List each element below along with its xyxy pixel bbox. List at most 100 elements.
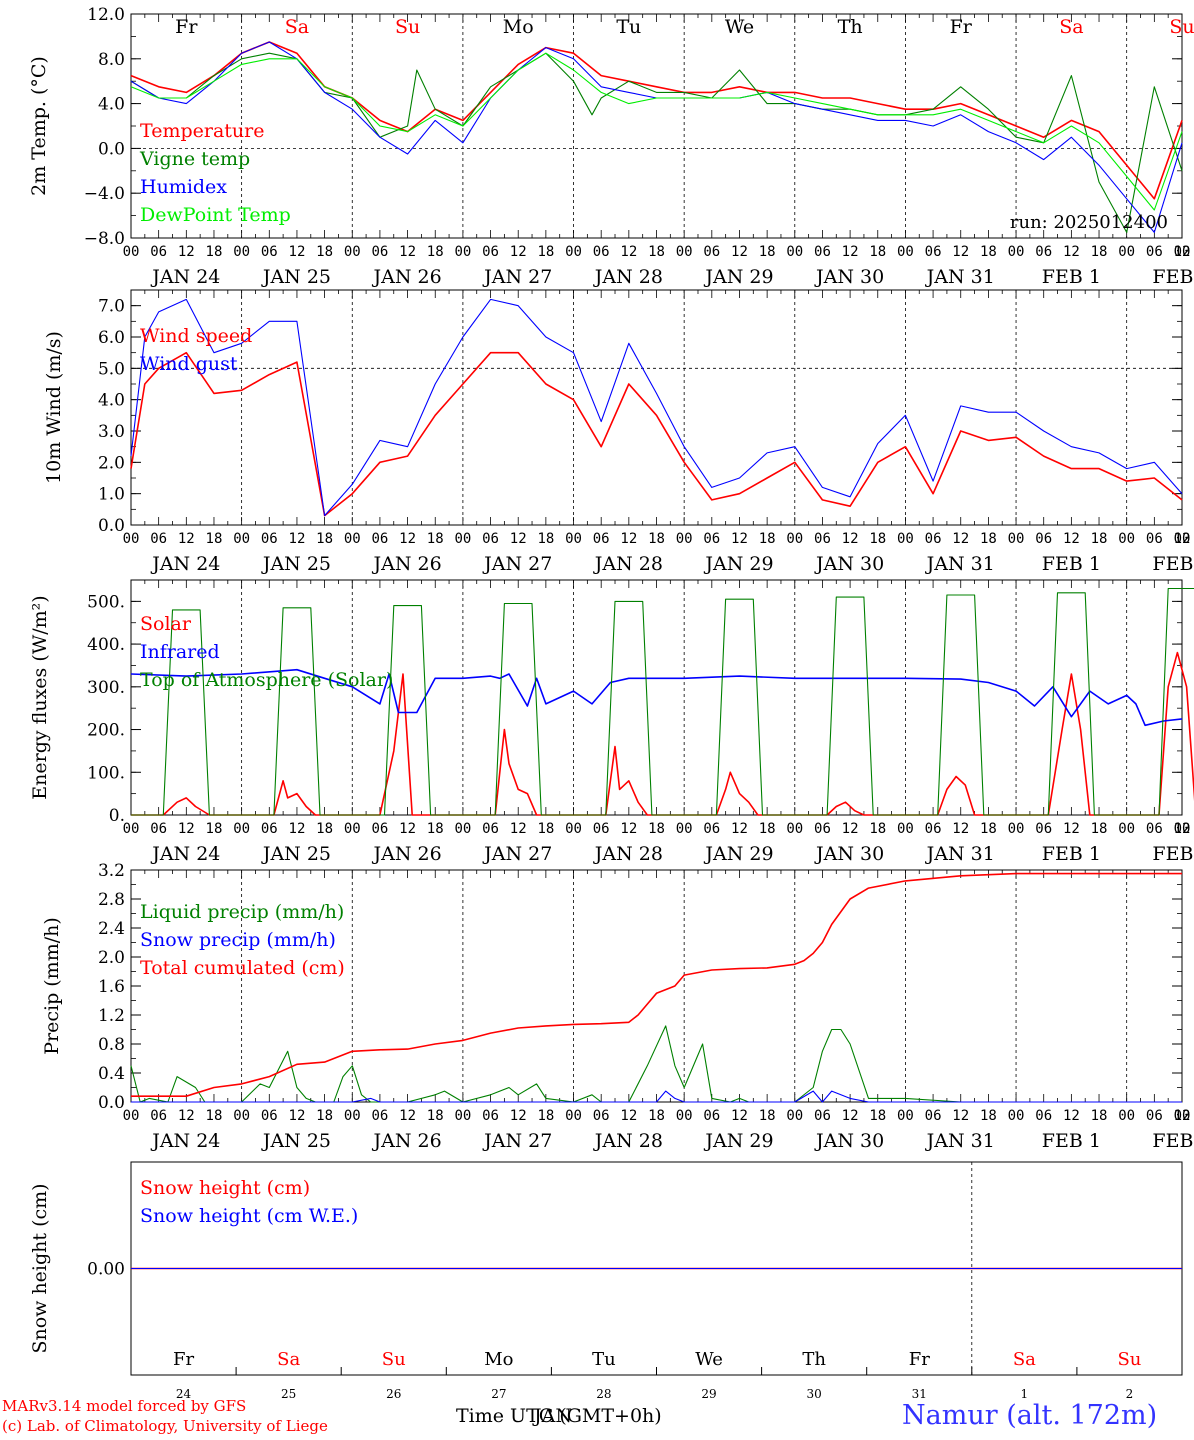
hour-label: 06 — [1146, 531, 1163, 547]
hour-label: 18 — [869, 244, 886, 260]
hour-label: 12 — [952, 531, 969, 547]
day-label: JAN 29 — [703, 553, 773, 575]
y-tick-label: 7.0 — [98, 297, 125, 317]
hour-label: 18 — [206, 531, 223, 547]
y-tick-label: 4.0 — [98, 95, 125, 115]
weekday-label: Fr — [950, 16, 973, 38]
day-label: FEB 1 — [1042, 553, 1101, 575]
hour-label: 12 — [399, 244, 416, 260]
weekday-label: Tu — [616, 16, 641, 38]
hour-label: 00 — [676, 244, 693, 260]
day-number-label: 24 — [176, 1387, 192, 1401]
hour-label: 18 — [427, 821, 444, 837]
y-tick-label: 0.0 — [98, 139, 125, 159]
y-tick-label: 2.4 — [98, 919, 125, 939]
hour-label: 06 — [261, 531, 278, 547]
weekday-label: Mo — [503, 16, 534, 38]
hour-label: 18 — [648, 1108, 665, 1124]
hour-label: 00 — [1008, 1108, 1025, 1124]
hour-label: 00 — [897, 531, 914, 547]
hour-label: 06 — [703, 244, 720, 260]
hour-label: 12 — [289, 821, 306, 837]
hour-label: 12 — [510, 1108, 527, 1124]
weekday-label: Sa — [1059, 16, 1083, 38]
day-label: JAN 29 — [703, 843, 773, 865]
hour-label: 12 — [1174, 244, 1191, 260]
hour-label: 18 — [206, 821, 223, 837]
hour-label: 18 — [316, 244, 333, 260]
series-line-wind-speed — [130, 351, 1183, 517]
hour-label: 12 — [178, 531, 195, 547]
hour-label: 00 — [676, 821, 693, 837]
hour-label: 18 — [537, 244, 554, 260]
hour-label: 00 — [233, 244, 250, 260]
legend-entry: Snow height (cm W.E.) — [140, 1205, 358, 1227]
day-label: JAN 30 — [814, 843, 884, 865]
day-label: JAN 30 — [814, 553, 884, 575]
hour-label: 18 — [1091, 1108, 1108, 1124]
hour-label: 00 — [897, 244, 914, 260]
hour-label: 18 — [316, 821, 333, 837]
hour-label: 06 — [482, 821, 499, 837]
hour-label: 12 — [1063, 531, 1080, 547]
hour-label: 00 — [565, 244, 582, 260]
day-label: FEB 2 — [1152, 266, 1194, 288]
day-label: JAN 25 — [261, 1130, 331, 1152]
hour-label: 00 — [1118, 821, 1135, 837]
hour-label: 00 — [1008, 821, 1025, 837]
day-number-label: 28 — [596, 1387, 611, 1401]
hour-label: 12 — [1063, 244, 1080, 260]
hour-label: 18 — [537, 1108, 554, 1124]
y-axis-title: Snow height (cm) — [29, 1183, 51, 1353]
weekday-label: Su — [1169, 16, 1194, 38]
y-tick-label: 2.8 — [98, 890, 125, 910]
y-tick-label: 300. — [87, 678, 125, 698]
hour-label: 12 — [1063, 1108, 1080, 1124]
hour-label: 00 — [344, 821, 361, 837]
hour-label: 18 — [869, 821, 886, 837]
run-label: run: 2025012400 — [1010, 212, 1168, 233]
hour-label: 06 — [814, 1108, 831, 1124]
hour-label: 12 — [178, 1108, 195, 1124]
series-line-wind-gust — [130, 298, 1183, 517]
hour-label: 18 — [427, 1108, 444, 1124]
hour-label: 18 — [427, 531, 444, 547]
hour-label: 18 — [980, 821, 997, 837]
weekday-label: Fr — [173, 1349, 194, 1370]
day-label: JAN 30 — [814, 266, 884, 288]
day-label: JAN 26 — [371, 843, 441, 865]
hour-label: 00 — [344, 531, 361, 547]
day-label: JAN 25 — [261, 553, 331, 575]
hour-label: 18 — [648, 531, 665, 547]
day-label: FEB 2 — [1152, 553, 1194, 575]
weekday-label: We — [695, 1349, 723, 1370]
y-tick-label: 8.0 — [98, 50, 125, 70]
hour-label: 00 — [786, 821, 803, 837]
hour-label: 06 — [703, 1108, 720, 1124]
day-label: JAN 24 — [150, 1130, 220, 1152]
weekday-label: Su — [395, 16, 420, 38]
legend-entry: Vigne temp — [139, 148, 250, 170]
day-label: JAN 24 — [150, 266, 220, 288]
legend-entry: Total cumulated (cm) — [140, 957, 345, 979]
series-line-top-of-atmosphere-solar- — [131, 587, 1194, 816]
series-line-infrared — [130, 668, 1183, 727]
day-number-label: 25 — [281, 1387, 296, 1401]
legend-entry: Solar — [140, 613, 192, 635]
hour-label: 12 — [289, 1108, 306, 1124]
y-tick-label: 0. — [109, 806, 125, 826]
hour-label: 00 — [1118, 244, 1135, 260]
day-label: JAN 28 — [593, 266, 663, 288]
legend-entry: Liquid precip (mm/h) — [140, 901, 344, 923]
hour-label: 06 — [261, 1108, 278, 1124]
legend-entry: Snow height (cm) — [140, 1177, 310, 1199]
hour-label: 06 — [150, 821, 167, 837]
weekday-label: We — [725, 16, 754, 38]
legend-entry: DewPoint Temp — [140, 204, 291, 226]
hour-label: 00 — [1174, 244, 1191, 260]
hour-label: 00 — [233, 531, 250, 547]
hour-label: 06 — [814, 244, 831, 260]
weekday-label: Tu — [592, 1349, 616, 1370]
hour-label: 06 — [814, 821, 831, 837]
y-tick-label: 2.0 — [98, 948, 125, 968]
